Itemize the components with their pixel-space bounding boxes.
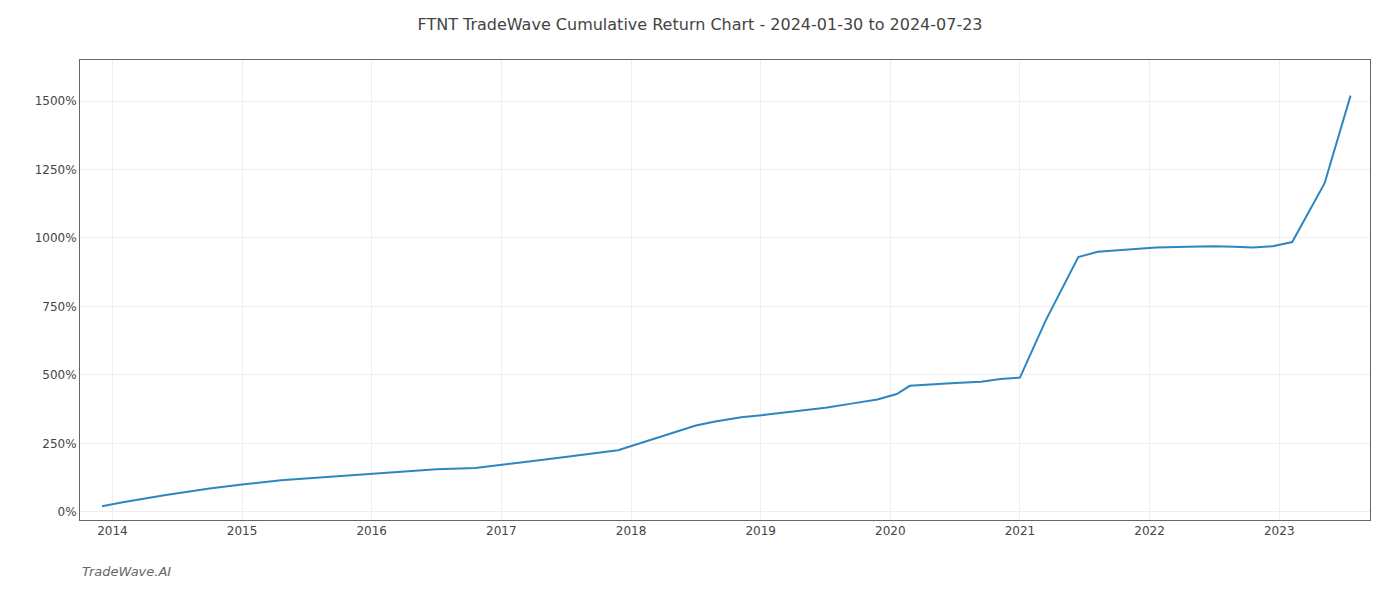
svg-text:750%: 750% <box>42 300 76 314</box>
svg-text:2018: 2018 <box>616 524 647 538</box>
svg-text:2016: 2016 <box>356 524 387 538</box>
svg-text:FTNT TradeWave Cumulative Retu: FTNT TradeWave Cumulative Return Chart -… <box>417 15 982 34</box>
svg-text:2019: 2019 <box>745 524 776 538</box>
svg-text:2015: 2015 <box>227 524 258 538</box>
svg-text:1500%: 1500% <box>35 94 77 108</box>
svg-text:2021: 2021 <box>1005 524 1036 538</box>
svg-text:2023: 2023 <box>1264 524 1295 538</box>
svg-text:2017: 2017 <box>486 524 517 538</box>
svg-text:0%: 0% <box>58 505 77 519</box>
svg-text:1250%: 1250% <box>35 163 77 177</box>
svg-text:250%: 250% <box>42 437 76 451</box>
svg-text:2020: 2020 <box>875 524 906 538</box>
svg-text:TradeWave.AI: TradeWave.AI <box>82 564 171 579</box>
svg-text:2022: 2022 <box>1134 524 1165 538</box>
svg-text:2014: 2014 <box>97 524 128 538</box>
svg-text:1000%: 1000% <box>35 231 77 245</box>
svg-text:500%: 500% <box>42 368 76 382</box>
